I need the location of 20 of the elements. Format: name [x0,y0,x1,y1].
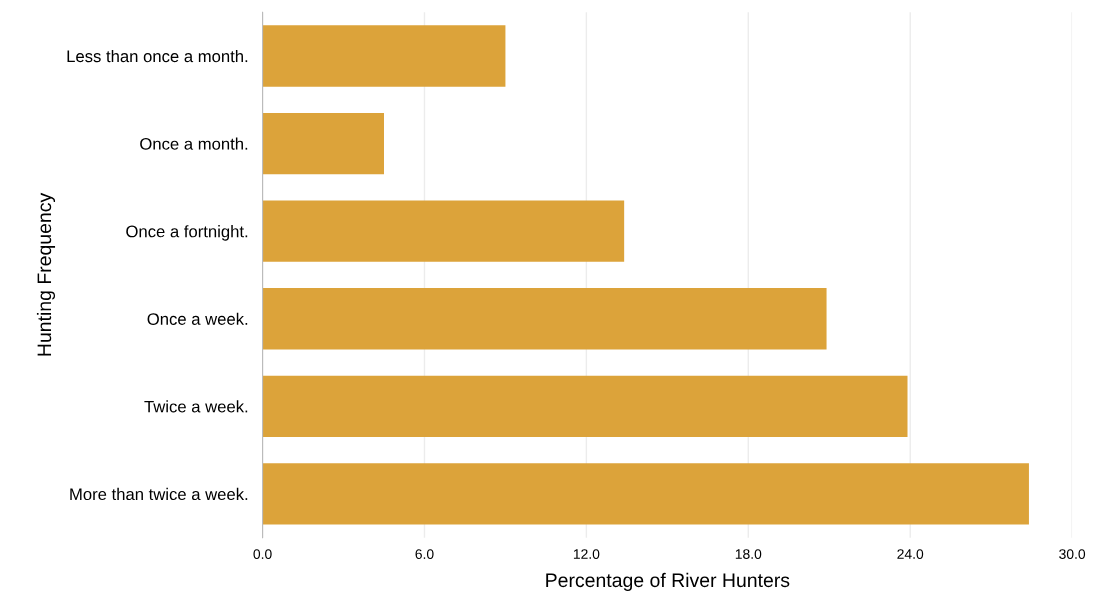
x-tick-label: 24.0 [897,549,924,559]
x-tick-label: 6.0 [415,549,434,559]
x-tick-label: 30.0 [1059,549,1086,559]
bar [262,375,908,437]
y-axis-title: Hunting Frequency [36,192,56,356]
bar [262,112,384,175]
x-tick-label: 12.0 [573,549,600,559]
x-axis-title: Percentage of River Hunters [546,572,790,591]
y-tick-label: Once a week. [147,312,248,325]
y-tick-label: Twice a week. [144,400,248,413]
bar [262,288,827,350]
y-tick-label: Once a month. [140,137,248,150]
y-tick-label: More than twice a week. [70,487,248,501]
bar [262,25,506,87]
bar [262,200,625,262]
y-tick-label: Once a fortnight. [126,225,248,241]
x-tick-label: 18.0 [735,549,762,559]
y-tick-label: Less than once a month. [67,49,248,63]
x-tick-label: 0.0 [253,549,272,559]
bar [262,463,1029,525]
